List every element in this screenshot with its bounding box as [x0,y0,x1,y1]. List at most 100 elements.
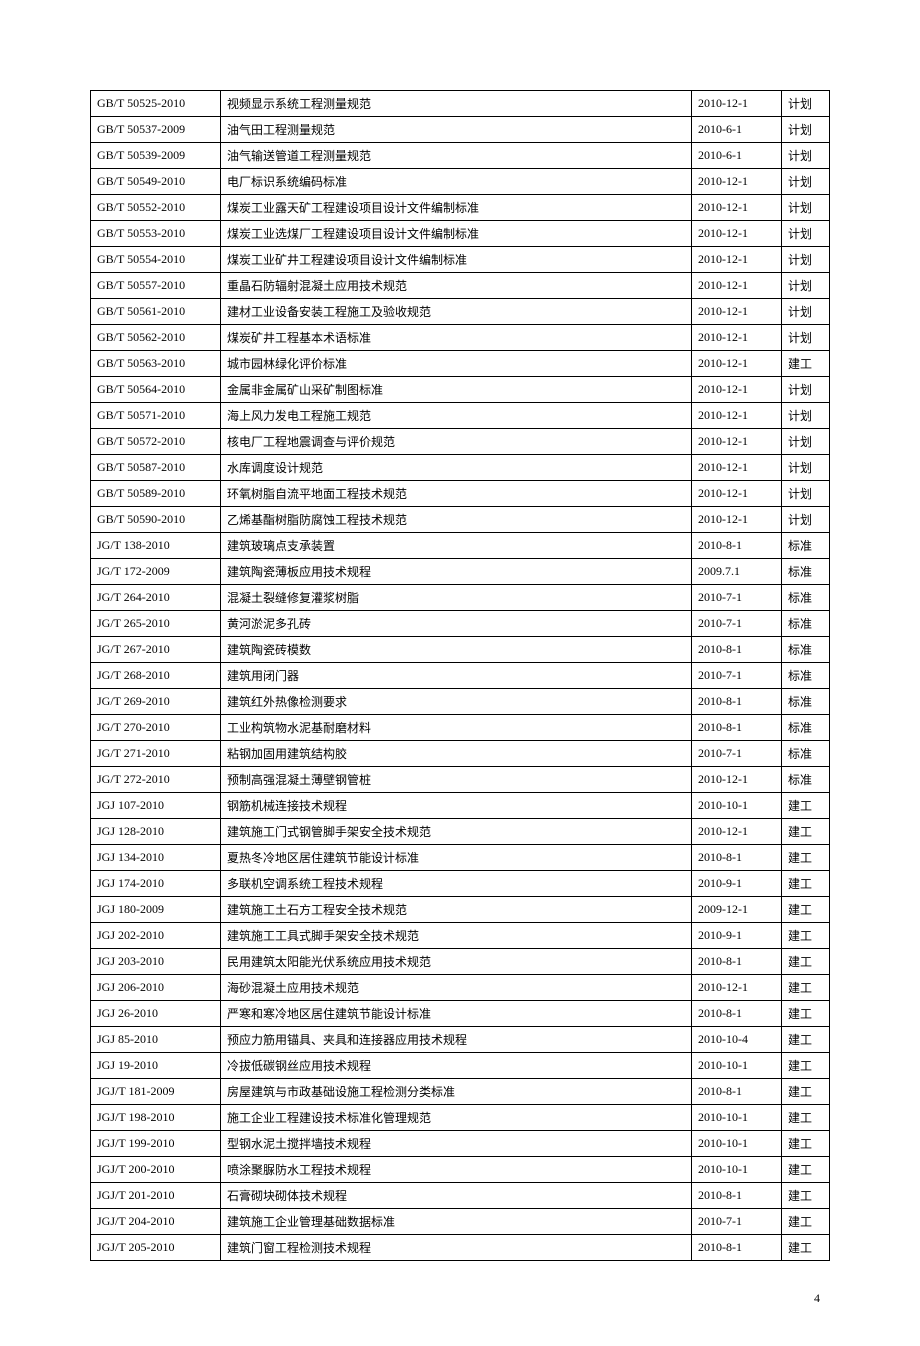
table-row: JGJ 203-2010民用建筑太阳能光伏系统应用技术规范2010-8-1建工 [91,949,830,975]
cell-date: 2010-8-1 [692,715,782,741]
cell-title: 工业构筑物水泥基耐磨材料 [221,715,692,741]
cell-title: 钢筋机械连接技术规程 [221,793,692,819]
cell-title: 重晶石防辐射混凝土应用技术规范 [221,273,692,299]
table-row: JG/T 265-2010黄河淤泥多孔砖2010-7-1标准 [91,611,830,637]
table-row: JGJ 85-2010预应力筋用锚具、夹具和连接器应用技术规程2010-10-4… [91,1027,830,1053]
cell-code: GB/T 50537-2009 [91,117,221,143]
cell-category: 标准 [782,663,830,689]
cell-category: 建工 [782,897,830,923]
cell-date: 2010-8-1 [692,1001,782,1027]
cell-category: 计划 [782,377,830,403]
cell-title: 喷涂聚脲防水工程技术规程 [221,1157,692,1183]
cell-title: 海砂混凝土应用技术规范 [221,975,692,1001]
table-row: GB/T 50562-2010煤炭矿井工程基本术语标准2010-12-1计划 [91,325,830,351]
cell-date: 2010-12-1 [692,377,782,403]
cell-category: 建工 [782,1131,830,1157]
cell-code: JGJ 128-2010 [91,819,221,845]
cell-title: 建筑陶瓷砖模数 [221,637,692,663]
cell-date: 2010-8-1 [692,1235,782,1261]
cell-category: 标准 [782,559,830,585]
cell-code: JGJ 19-2010 [91,1053,221,1079]
cell-code: GB/T 50590-2010 [91,507,221,533]
cell-category: 建工 [782,1079,830,1105]
cell-title: 建筑用闭门器 [221,663,692,689]
cell-date: 2010-6-1 [692,143,782,169]
cell-category: 建工 [782,1105,830,1131]
cell-title: 煤炭工业露天矿工程建设项目设计文件编制标准 [221,195,692,221]
table-row: GB/T 50589-2010环氧树脂自流平地面工程技术规范2010-12-1计… [91,481,830,507]
cell-date: 2010-7-1 [692,1209,782,1235]
table-row: GB/T 50572-2010核电厂工程地震调查与评价规范2010-12-1计划 [91,429,830,455]
cell-category: 计划 [782,325,830,351]
cell-category: 计划 [782,455,830,481]
cell-code: GB/T 50587-2010 [91,455,221,481]
cell-title: 核电厂工程地震调查与评价规范 [221,429,692,455]
table-row: JG/T 138-2010建筑玻璃点支承装置2010-8-1标准 [91,533,830,559]
cell-title: 煤炭矿井工程基本术语标准 [221,325,692,351]
cell-category: 建工 [782,819,830,845]
table-row: JGJ 180-2009建筑施工土石方工程安全技术规范2009-12-1建工 [91,897,830,923]
cell-category: 建工 [782,1157,830,1183]
cell-date: 2010-12-1 [692,975,782,1001]
cell-date: 2010-10-1 [692,1157,782,1183]
table-row: JGJ 19-2010冷拔低碳钢丝应用技术规程2010-10-1建工 [91,1053,830,1079]
cell-title: 乙烯基酯树脂防腐蚀工程技术规范 [221,507,692,533]
cell-category: 计划 [782,117,830,143]
table-row: JGJ 26-2010严寒和寒冷地区居住建筑节能设计标准2010-8-1建工 [91,1001,830,1027]
table-row: JG/T 271-2010粘钢加固用建筑结构胶2010-7-1标准 [91,741,830,767]
table-row: GB/T 50557-2010重晶石防辐射混凝土应用技术规范2010-12-1计… [91,273,830,299]
cell-code: JGJ/T 199-2010 [91,1131,221,1157]
cell-code: JGJ/T 204-2010 [91,1209,221,1235]
table-row: JG/T 268-2010建筑用闭门器2010-7-1标准 [91,663,830,689]
cell-title: 夏热冬冷地区居住建筑节能设计标准 [221,845,692,871]
cell-code: JGJ 134-2010 [91,845,221,871]
cell-category: 建工 [782,923,830,949]
table-row: JGJ/T 204-2010建筑施工企业管理基础数据标准2010-7-1建工 [91,1209,830,1235]
table-row: JG/T 269-2010建筑红外热像检测要求2010-8-1标准 [91,689,830,715]
cell-category: 计划 [782,507,830,533]
cell-title: 视频显示系统工程测量规范 [221,91,692,117]
cell-title: 建筑施工土石方工程安全技术规范 [221,897,692,923]
cell-code: GB/T 50564-2010 [91,377,221,403]
cell-date: 2010-7-1 [692,585,782,611]
cell-category: 建工 [782,1183,830,1209]
cell-date: 2010-12-1 [692,819,782,845]
table-row: GB/T 50554-2010煤炭工业矿井工程建设项目设计文件编制标准2010-… [91,247,830,273]
cell-code: JGJ 85-2010 [91,1027,221,1053]
cell-title: 水库调度设计规范 [221,455,692,481]
cell-code: JGJ/T 201-2010 [91,1183,221,1209]
cell-title: 多联机空调系统工程技术规程 [221,871,692,897]
table-row: JGJ 174-2010多联机空调系统工程技术规程2010-9-1建工 [91,871,830,897]
cell-title: 黄河淤泥多孔砖 [221,611,692,637]
cell-title: 海上风力发电工程施工规范 [221,403,692,429]
cell-category: 建工 [782,1027,830,1053]
cell-date: 2010-7-1 [692,741,782,767]
cell-date: 2010-12-1 [692,455,782,481]
cell-date: 2010-8-1 [692,533,782,559]
cell-category: 计划 [782,221,830,247]
cell-date: 2010-10-1 [692,1105,782,1131]
cell-title: 煤炭工业选煤厂工程建设项目设计文件编制标准 [221,221,692,247]
table-row: GB/T 50564-2010金属非金属矿山采矿制图标准2010-12-1计划 [91,377,830,403]
cell-code: JG/T 138-2010 [91,533,221,559]
cell-date: 2010-9-1 [692,871,782,897]
cell-date: 2010-12-1 [692,247,782,273]
cell-title: 施工企业工程建设技术标准化管理规范 [221,1105,692,1131]
cell-title: 城市园林绿化评价标准 [221,351,692,377]
cell-category: 计划 [782,429,830,455]
cell-date: 2010-12-1 [692,195,782,221]
table-row: GB/T 50537-2009油气田工程测量规范2010-6-1计划 [91,117,830,143]
cell-title: 建筑陶瓷薄板应用技术规程 [221,559,692,585]
table-row: JGJ/T 198-2010施工企业工程建设技术标准化管理规范2010-10-1… [91,1105,830,1131]
cell-title: 民用建筑太阳能光伏系统应用技术规范 [221,949,692,975]
cell-title: 严寒和寒冷地区居住建筑节能设计标准 [221,1001,692,1027]
cell-code: JGJ 174-2010 [91,871,221,897]
cell-category: 标准 [782,689,830,715]
cell-code: GB/T 50525-2010 [91,91,221,117]
table-body: GB/T 50525-2010视频显示系统工程测量规范2010-12-1计划GB… [91,91,830,1261]
cell-title: 煤炭工业矿井工程建设项目设计文件编制标准 [221,247,692,273]
cell-code: GB/T 50553-2010 [91,221,221,247]
cell-category: 建工 [782,975,830,1001]
cell-code: JGJ 203-2010 [91,949,221,975]
cell-code: JGJ 180-2009 [91,897,221,923]
